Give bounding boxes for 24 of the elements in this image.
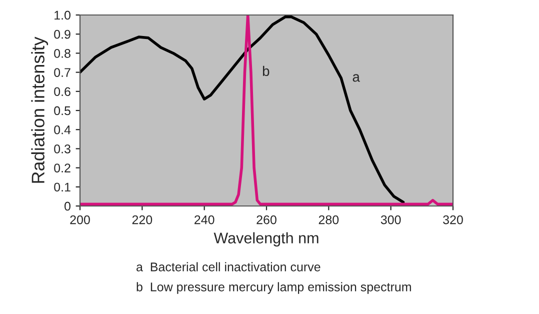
y-tick-label: 0: [64, 202, 70, 211]
y-tick-label: 0.5: [54, 106, 70, 116]
y-tick-label: 0.4: [54, 125, 71, 134]
y-tick-label: 1.0: [54, 10, 70, 20]
y-tick-label: 0.2: [54, 164, 70, 172]
y-tick-label: 0.3: [54, 144, 70, 154]
y-tick-label: 0.7: [54, 68, 70, 77]
x-axis-title: Wavelength nm: [214, 232, 318, 246]
x-tick-label: 300: [380, 215, 401, 224]
y-tick-label: 0.6: [54, 87, 70, 96]
y-tick-label: 0.1: [54, 182, 70, 192]
y-tick-label: 0.8: [54, 49, 70, 58]
x-tick-label: 320: [443, 215, 463, 224]
x-tick-label: 200: [70, 215, 90, 224]
x-tick-label: 280: [318, 215, 339, 224]
x-tick-label: 240: [194, 215, 214, 224]
text: b Low pressure mercury lamp emission spectrum: [136, 282, 411, 294]
series-label: b: [262, 66, 270, 76]
x-tick-label: 220: [132, 215, 152, 224]
x-tick-label: 260: [256, 215, 276, 224]
text: a Bacterial cell inactivation curve: [136, 262, 320, 272]
y-tick-label: 0.9: [54, 30, 70, 39]
series-label: a: [352, 74, 360, 82]
y-axis-title: Radiation intensity: [31, 36, 48, 183]
